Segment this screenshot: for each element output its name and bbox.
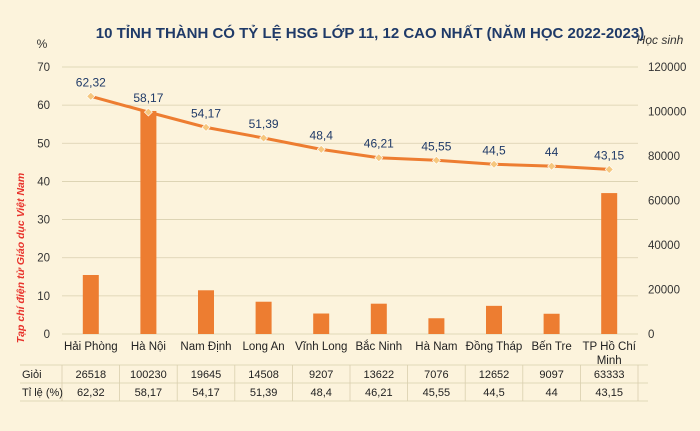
left-tick-label: 60 [37, 100, 50, 112]
rate-data-label: 44 [545, 145, 559, 159]
table-cell: 14508 [248, 369, 279, 381]
rate-marker [547, 161, 557, 171]
table-cell: 45,55 [423, 387, 451, 399]
table-cell: 63333 [594, 369, 625, 381]
bar [543, 313, 560, 334]
table-cell: 48,4 [310, 387, 331, 399]
right-axis-unit: Học sinh [637, 33, 684, 47]
table-cell: 54,17 [192, 387, 220, 399]
category-label: Hải Phòng [64, 341, 118, 353]
table-row-label: Giỏi [22, 369, 42, 381]
rate-marker [259, 133, 269, 143]
category-label: Đồng Tháp [466, 341, 523, 353]
table-cell: 12652 [479, 369, 510, 381]
category-label: Hà Nội [131, 341, 166, 353]
table-cell: 9207 [309, 369, 333, 381]
table-cell: 44 [545, 387, 557, 399]
right-tick-label: 80000 [648, 151, 680, 163]
bar [255, 301, 272, 334]
right-tick-label: 20000 [648, 285, 680, 297]
rate-marker [86, 91, 96, 101]
chart-title: 10 TỈNH THÀNH CÓ TỶ LỆ HSG LỚP 11, 12 CA… [96, 24, 644, 42]
left-tick-label: 70 [37, 62, 50, 74]
rate-data-label: 58,17 [133, 91, 163, 105]
bar [601, 193, 618, 334]
right-tick-label: 0 [648, 329, 654, 341]
rate-data-label: 46,21 [364, 137, 394, 151]
rate-marker [201, 122, 211, 132]
table-cell: 13622 [364, 369, 395, 381]
bar [198, 290, 214, 334]
left-tick-label: 40 [37, 176, 50, 188]
right-tick-label: 60000 [648, 196, 680, 208]
right-axis-ticks: 0 20000 40000 60000 80000 100000 120000 [648, 62, 686, 341]
source-note: Tạp chí điện tử Giáo dục Việt Nam [15, 173, 27, 343]
right-tick-label: 40000 [648, 240, 680, 252]
left-axis-ticks: 0 10 20 30 40 50 60 70 [37, 62, 50, 341]
left-tick-label: 50 [37, 138, 50, 150]
rate-data-label: 54,17 [191, 106, 221, 120]
bar [82, 274, 99, 334]
rate-marker [604, 164, 614, 174]
rate-data-label: 45,55 [421, 139, 451, 153]
left-tick-label: 20 [37, 253, 50, 265]
right-tick-label: 120000 [648, 62, 686, 74]
left-tick-label: 10 [37, 291, 50, 303]
table-cell: 51,39 [250, 387, 278, 399]
table-cell: 43,15 [595, 387, 623, 399]
table-row-label: Tỉ lệ (%) [22, 387, 63, 399]
table-cell: 100230 [130, 369, 167, 381]
category-label: Hà Nam [415, 341, 457, 353]
rate-marker [143, 107, 153, 117]
category-labels: Hải Phòng Hà Nội Nam Định Long An Vĩnh Long B… [64, 340, 637, 367]
category-label: Long An [242, 341, 284, 353]
gridlines [62, 66, 638, 335]
rate-data-label: 48,4 [310, 128, 334, 142]
table-cell: 9097 [539, 369, 563, 381]
bar [140, 110, 157, 334]
category-label: TP Hồ Chí [582, 341, 636, 353]
category-label: Nam Định [180, 341, 231, 353]
rate-data-label: 44,5 [482, 143, 506, 157]
table-cell: 46,21 [365, 387, 393, 399]
rate-data-label: 51,39 [249, 117, 279, 131]
rate-data-label: 62,32 [76, 75, 106, 89]
table-cell: 58,17 [135, 387, 163, 399]
left-tick-label: 30 [37, 215, 50, 227]
table-cell: 62,32 [77, 387, 105, 399]
table-cell: 19645 [191, 369, 222, 381]
bar [370, 303, 387, 334]
rate-marker [374, 153, 384, 163]
left-axis-unit: % [37, 37, 48, 51]
rate-marker [431, 155, 441, 165]
bar [486, 305, 502, 334]
left-tick-label: 0 [44, 329, 50, 341]
rate-data-label: 43,15 [594, 148, 624, 162]
category-label: Bắc Ninh [355, 340, 402, 353]
category-label: Bến Tre [531, 341, 571, 353]
right-tick-label: 100000 [648, 107, 686, 119]
line-series: 62,32 58,17 54,17 51,39 48,4 46,21 45,55 44,5 44… [76, 75, 625, 174]
rate-marker [316, 144, 326, 154]
data-table: Giỏi 26518 100230 19645 14508 9207 13622 7076 12… [20, 364, 648, 402]
table-cell: 44,5 [483, 387, 504, 399]
category-label: Minh [597, 355, 622, 367]
bar [428, 318, 445, 334]
rate-marker [489, 159, 499, 169]
bar [313, 313, 330, 334]
table-cell: 7076 [424, 369, 448, 381]
table-cell: 26518 [76, 369, 107, 381]
bar-series [82, 110, 618, 334]
category-label: Vĩnh Long [295, 341, 347, 353]
rate-line [90, 94, 610, 171]
